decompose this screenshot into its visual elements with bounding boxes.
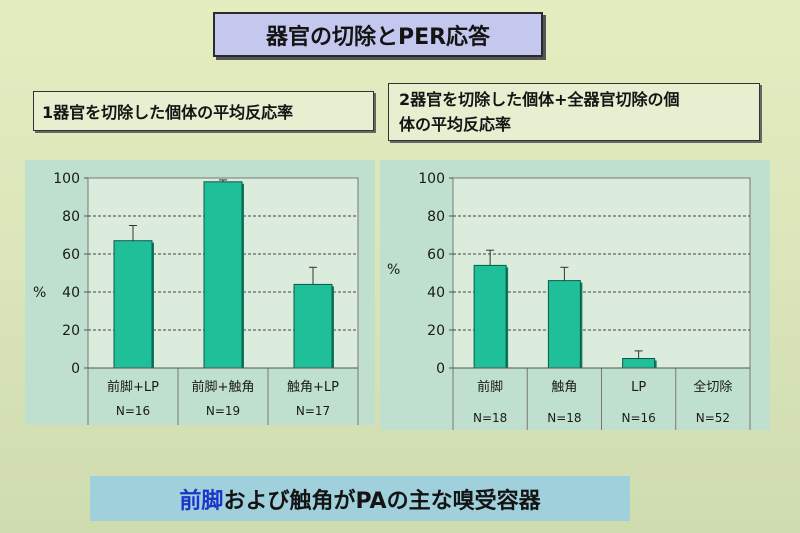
y-tick-label: 60 [427,247,445,263]
subtitle-left: 1器官を切除した個体の平均反応率 [33,91,374,131]
category-label: 前脚+触角 [192,379,255,395]
subtitle-right-line1: 2器官を切除した個体+全器官切除の個 [399,90,680,109]
y-tick-label: 40 [62,285,80,301]
category-label: LP [631,380,646,395]
y-tick-label: 80 [427,209,445,225]
category-label: 前脚 [477,379,503,395]
category-label: 前脚+LP [107,379,159,395]
n-label: N=18 [547,411,581,425]
n-label: N=18 [473,411,507,425]
n-label: N=16 [621,411,655,425]
n-label: N=16 [116,404,150,418]
subtitle-right-line2: 体の平均反応率 [399,115,512,134]
n-label: N=19 [206,404,240,418]
chart-two-svg: 0 20 40 60 80 100% 前脚 N=18 触角 N=18 LP N=16 全切除 N=52 [387,171,751,430]
y-tick-label: 80 [62,209,80,225]
y-tick-label: 40 [427,285,445,301]
y-tick-label: 0 [71,361,80,377]
category-label: 全切除 [693,379,732,395]
y-tick-label: 20 [427,323,445,339]
y-tick-label: 100 [418,171,445,187]
subtitle-right: 2器官を切除した個体+全器官切除の個 体の平均反応率 [388,83,760,141]
n-label: N=52 [696,411,730,425]
category-label: 触角 [551,380,577,395]
y-axis-label: % [387,262,400,278]
bar-前脚+触角 [203,181,243,369]
conclusion-text: および触角がPAの主な嗅受容器 [223,488,541,514]
chart-one-svg: 0 20 40 60 80 100% 前脚+LP N=16 前脚+触角 N=19 触角+LP N=17 [33,171,359,425]
y-tick-label: 60 [62,247,80,263]
y-axis-label: % [33,285,46,301]
conclusion-banner: 前脚 および触角がPAの主な嗅受容器 [90,476,630,521]
bar-触角+LP [293,283,333,369]
chart-one-organ-removed: 0 20 40 60 80 100% 前脚+LP N=16 前脚+触角 N=19 触角+LP N=17 [25,160,375,425]
chart-two-organs-removed: 0 20 40 60 80 100% 前脚 N=18 触角 N=18 LP N=16 全切除 N=52 [380,160,770,430]
bar-前脚+LP [113,240,153,369]
bar-前脚 [473,264,507,369]
slide-title: 器官の切除とPER応答 [213,12,543,57]
conclusion-highlight: 前脚 [179,488,224,514]
bar-LP [622,358,656,369]
y-tick-label: 0 [436,361,445,377]
n-label: N=17 [296,404,330,418]
category-label: 触角+LP [287,380,339,395]
y-tick-label: 20 [62,323,80,339]
bar-触角 [547,280,581,369]
y-tick-label: 100 [53,171,80,187]
